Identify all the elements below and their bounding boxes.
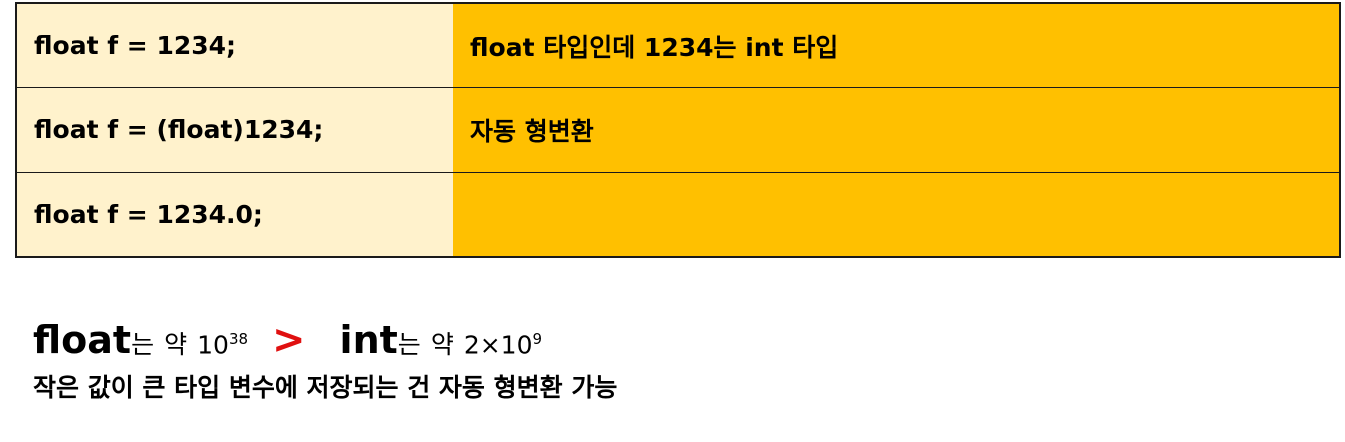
int-keyword: int	[339, 318, 398, 362]
type-conversion-table: float f = 1234; float 타입인데 1234는 int 타입 …	[15, 2, 1341, 258]
code-cell: float f = 1234.0;	[17, 172, 453, 256]
float-approx: 약	[164, 330, 188, 359]
note-cell: float 타입인데 1234는 int 타입	[453, 4, 1339, 88]
float-suffix: 는	[131, 330, 155, 359]
int-range-base: 2×10	[463, 330, 533, 359]
int-range-exponent: 9	[532, 329, 543, 348]
int-range: 2×109	[464, 330, 542, 359]
range-comparison: float 는 약 1038 > int 는 약 2×109	[33, 317, 542, 363]
conclusion-text: 작은 값이 큰 타입 변수에 저장되는 건 자동 형변환 가능	[33, 373, 618, 402]
code-cell: float f = (float)1234;	[17, 88, 453, 172]
int-suffix: 는	[397, 330, 421, 359]
note-cell	[453, 172, 1339, 256]
int-approx: 약	[430, 330, 454, 359]
table-row: float f = 1234.0;	[17, 172, 1339, 256]
table-row: float f = 1234; float 타입인데 1234는 int 타입	[17, 4, 1339, 89]
float-range-exponent: 38	[228, 329, 249, 348]
note-cell: 자동 형변환	[453, 88, 1339, 172]
code-cell: float f = 1234;	[17, 4, 453, 88]
float-keyword: float	[33, 318, 132, 362]
float-range-base: 10	[197, 330, 229, 359]
float-range: 1038	[197, 330, 248, 359]
table-row: float f = (float)1234; 자동 형변환	[17, 88, 1339, 173]
greater-than-operator: >	[272, 317, 306, 363]
